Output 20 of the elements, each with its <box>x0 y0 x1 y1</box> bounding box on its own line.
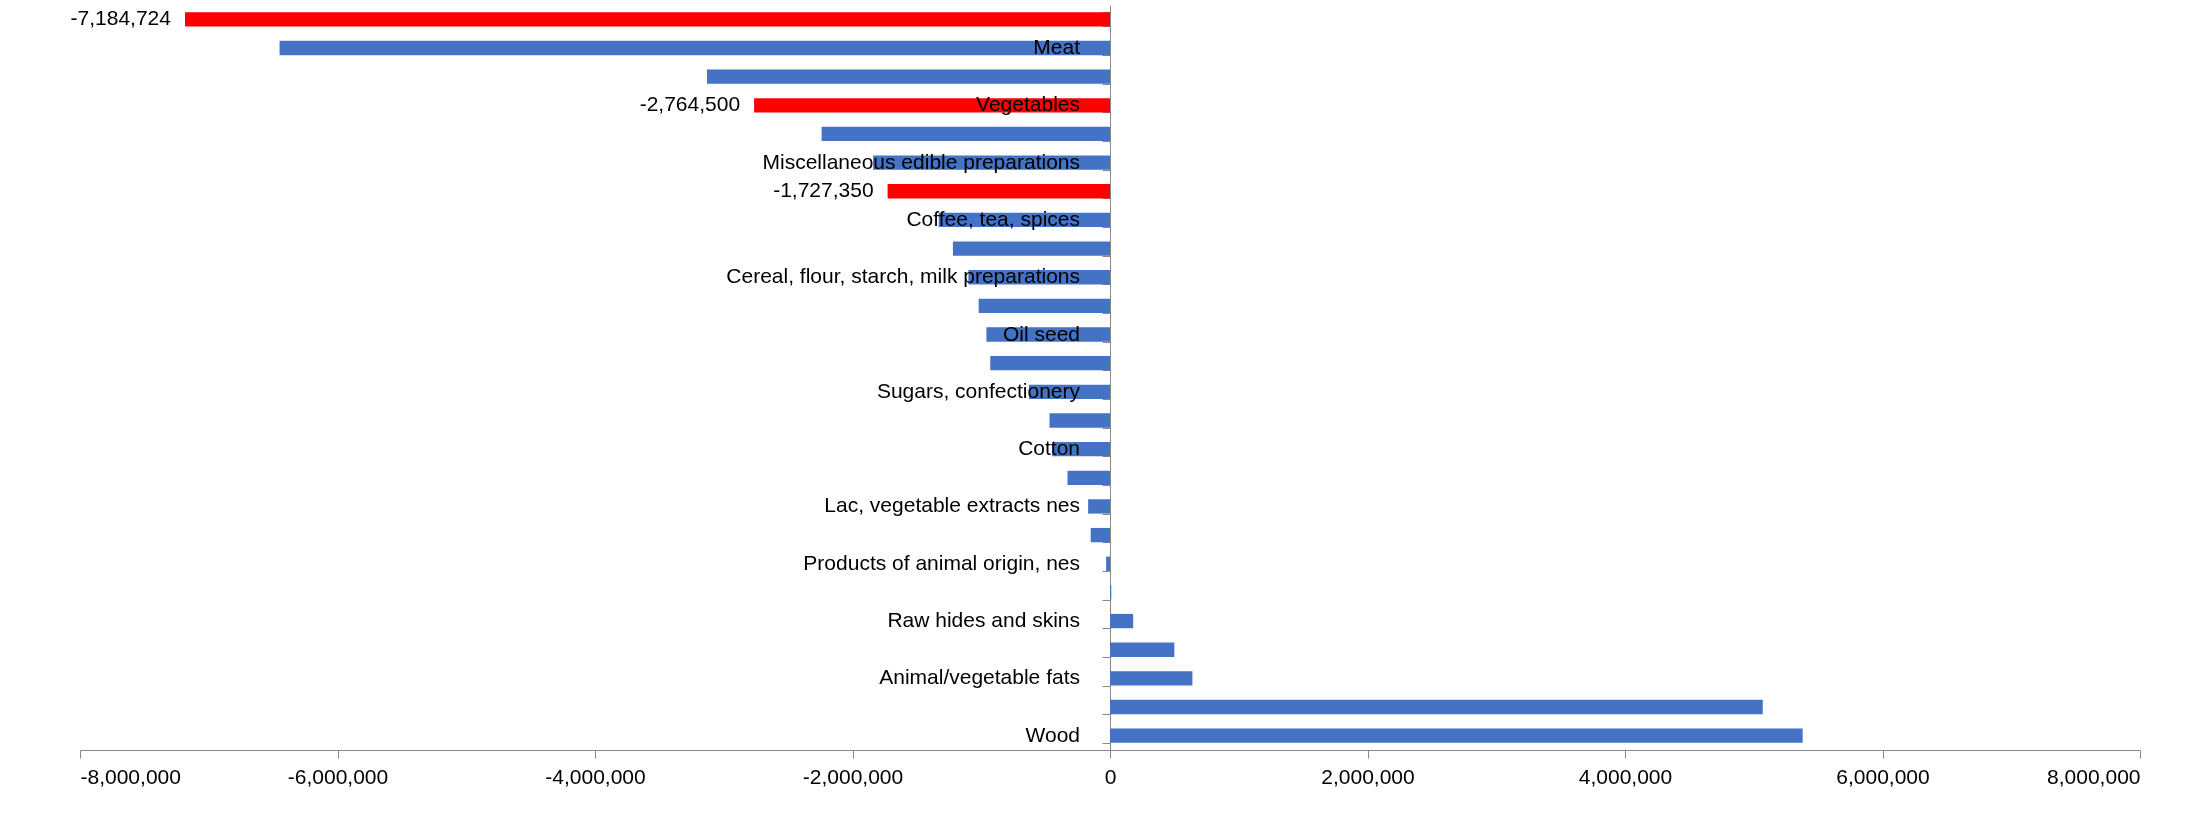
y-tick-label: Products of animal origin, nes <box>803 550 1080 574</box>
x-tick-label: 6,000,000 <box>1836 764 1930 788</box>
x-tick-label: -8,000,000 <box>80 764 181 788</box>
y-tick-label: Vegetables <box>976 92 1080 116</box>
y-tick-label: Meat <box>1033 34 1081 58</box>
y-tick-label: Lac, vegetable extracts nes <box>824 493 1080 517</box>
y-tick-label: Animal/vegetable fats <box>879 665 1080 689</box>
x-tick-label: -4,000,000 <box>545 764 646 788</box>
x-tick-label: 4,000,000 <box>1578 764 1673 788</box>
data-label: -2,764,500 <box>639 92 741 116</box>
x-tick-label: 0 <box>1104 764 1117 788</box>
x-tick-label: -2,000,000 <box>802 764 904 788</box>
x-tick-label: 8,000,000 <box>2047 764 2141 788</box>
y-tick-label: Raw hides and skins <box>887 608 1080 632</box>
data-label: -7,184,724 <box>70 6 172 30</box>
data-label: -1,727,350 <box>773 178 874 202</box>
y-tick-label: Wood <box>1025 722 1080 746</box>
x-tick-label: -6,000,000 <box>287 764 389 788</box>
y-tick-label: Oil seed <box>1002 321 1080 345</box>
x-tick-label: 2,000,000 <box>1321 764 1415 788</box>
